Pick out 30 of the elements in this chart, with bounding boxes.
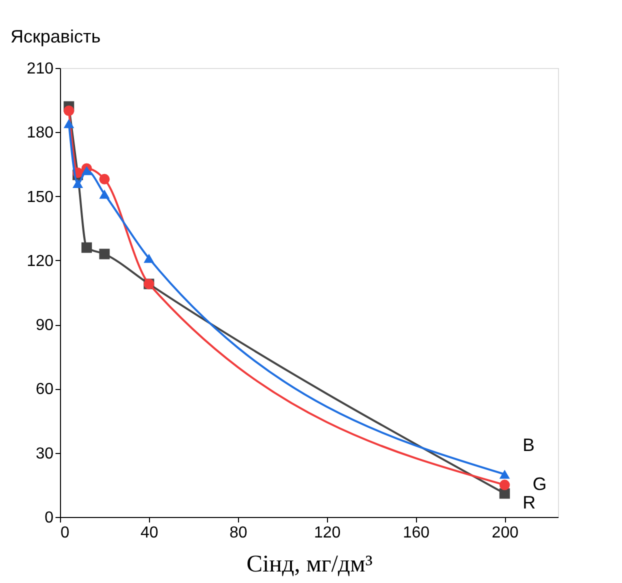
point — [81, 242, 92, 253]
y-tick-label: 60 — [36, 381, 54, 398]
x-tick-label: 0 — [60, 524, 70, 542]
point — [144, 254, 154, 263]
y-tick-label: 0 — [44, 510, 54, 526]
y-tick-label: 30 — [36, 445, 54, 462]
point — [64, 106, 74, 116]
series-label: R — [522, 492, 536, 512]
y-tick-label: 120 — [26, 252, 54, 270]
x-tick-label: 200 — [492, 524, 519, 542]
point — [81, 166, 92, 176]
point — [499, 470, 510, 479]
point — [64, 119, 74, 128]
y-tick-label: 210 — [26, 60, 54, 78]
x-tick-label: 120 — [314, 524, 341, 542]
point — [99, 174, 110, 184]
x-axis-title: Cінд, мг/дм³ — [246, 552, 373, 578]
point — [499, 480, 510, 490]
x-tick-label: 80 — [229, 524, 248, 542]
point — [99, 248, 110, 260]
x-tick-label: 40 — [140, 524, 158, 542]
series-label: B — [522, 435, 535, 456]
x-tick-label: 160 — [402, 524, 430, 542]
y-axis-title: Яскравість — [10, 26, 101, 46]
series-label: G — [532, 474, 547, 494]
point — [72, 178, 84, 188]
y-tick-label: 90 — [36, 317, 54, 334]
y-tick-label: 150 — [26, 188, 54, 206]
y-tick-label: 180 — [26, 124, 54, 142]
point — [99, 190, 110, 199]
